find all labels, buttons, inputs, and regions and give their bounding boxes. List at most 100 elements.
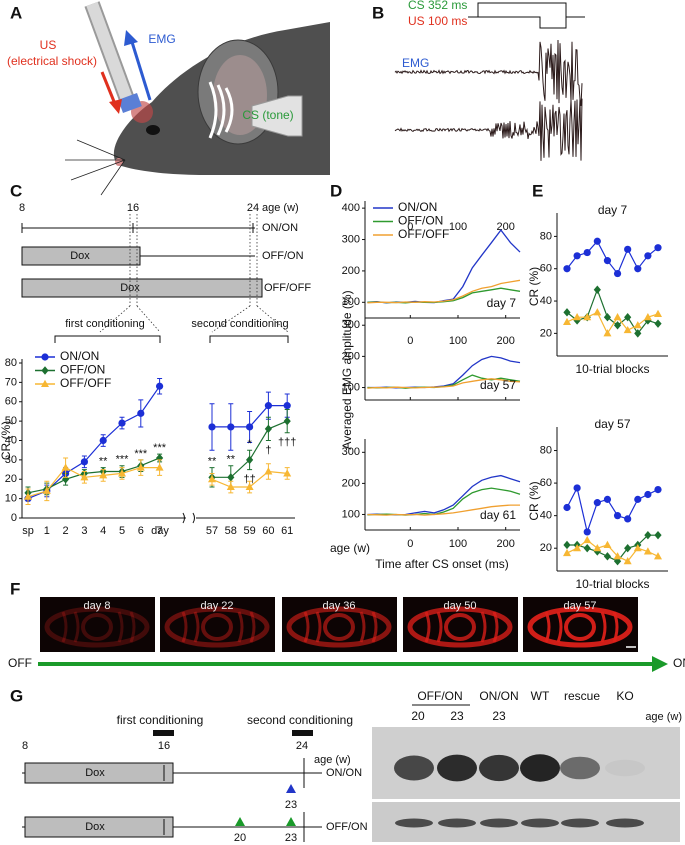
y-tick-label: 200 bbox=[342, 265, 360, 277]
y-label: CR (%) bbox=[0, 421, 13, 460]
dox-label: Dox bbox=[85, 821, 105, 833]
data-point bbox=[573, 484, 581, 492]
folia-stain bbox=[424, 611, 431, 643]
data-point bbox=[593, 544, 602, 552]
brain-section bbox=[40, 597, 155, 652]
folia-stain bbox=[237, 611, 244, 643]
dotted-guide bbox=[136, 305, 161, 333]
sample-age: 20 bbox=[234, 832, 246, 844]
sample-marker bbox=[286, 784, 296, 793]
x-tick-label: 4 bbox=[100, 525, 106, 537]
bracket bbox=[209, 335, 289, 343]
folia-stain bbox=[129, 611, 136, 643]
emg-label: EMG bbox=[148, 32, 175, 46]
panel-title: day 61 bbox=[480, 508, 516, 522]
x-tick-label: 3 bbox=[81, 525, 87, 537]
x-tick-label: 200 bbox=[497, 221, 515, 233]
data-point bbox=[634, 265, 642, 273]
data-point bbox=[61, 463, 70, 471]
data-point bbox=[603, 540, 612, 548]
age-label: age (w) bbox=[330, 541, 370, 555]
progress-arrowhead bbox=[652, 656, 668, 672]
data-point bbox=[208, 423, 216, 431]
data-point bbox=[264, 467, 273, 475]
us-arrow bbox=[100, 71, 117, 105]
sample-age: 23 bbox=[285, 832, 297, 844]
data-point bbox=[654, 244, 662, 252]
x-label: day bbox=[151, 525, 169, 537]
on-label: ON bbox=[673, 656, 685, 670]
loading-band bbox=[480, 818, 518, 828]
whisker bbox=[76, 139, 126, 161]
y-tick-label: 200 bbox=[342, 350, 360, 362]
data-point bbox=[613, 313, 622, 321]
significance: *** bbox=[134, 448, 148, 460]
data-point bbox=[644, 530, 652, 540]
y-tick-label: 20 bbox=[540, 327, 552, 339]
data-point bbox=[654, 486, 662, 494]
us-note: (electrical shock) bbox=[7, 54, 97, 68]
panel-label: B bbox=[372, 3, 384, 22]
y-tick-label: 200 bbox=[342, 477, 360, 489]
data-point bbox=[634, 495, 642, 503]
cerebellum-stain bbox=[323, 613, 355, 641]
data-point bbox=[563, 265, 571, 273]
sound-wave bbox=[216, 84, 226, 136]
panel-label: C bbox=[10, 181, 22, 200]
sound-wave bbox=[224, 87, 234, 133]
y-tick-label: 40 bbox=[540, 295, 552, 307]
loading-band bbox=[521, 818, 559, 828]
dox-box bbox=[24, 816, 174, 838]
panel-label: A bbox=[10, 3, 22, 22]
folia-stain bbox=[61, 611, 68, 643]
panel-label: D bbox=[330, 181, 342, 200]
x-tick-label: 59 bbox=[243, 525, 255, 537]
x-tick-label: 57 bbox=[206, 525, 218, 537]
data-point bbox=[573, 313, 582, 321]
section-day: day 36 bbox=[322, 600, 355, 612]
loading-band bbox=[438, 818, 476, 828]
group-label: OFF/ON bbox=[262, 250, 304, 262]
blot-group: WT bbox=[531, 689, 550, 703]
dox-label: Dox bbox=[70, 250, 90, 262]
significance: *** bbox=[153, 442, 167, 454]
data-point bbox=[603, 329, 612, 337]
data-point bbox=[563, 308, 571, 317]
cs-label: CS (tone) bbox=[242, 108, 293, 122]
x-tick-label: 100 bbox=[449, 335, 467, 347]
data-point bbox=[644, 490, 652, 499]
significance: ** bbox=[227, 454, 236, 466]
series-line bbox=[367, 378, 521, 389]
timeline-age: 24 bbox=[296, 740, 308, 752]
data-point bbox=[118, 419, 126, 427]
x-tick-label: 58 bbox=[225, 525, 237, 537]
y-tick-label: 40 bbox=[5, 434, 17, 446]
y-tick-label: 10 bbox=[5, 493, 17, 505]
data-point bbox=[603, 313, 612, 322]
blot-band bbox=[560, 756, 600, 780]
data-point bbox=[613, 321, 622, 330]
y-tick-label: 20 bbox=[540, 542, 552, 554]
timeline-age: 16 bbox=[158, 740, 170, 752]
blot-band bbox=[479, 754, 519, 782]
data-point bbox=[624, 515, 632, 523]
data-point bbox=[208, 475, 216, 483]
y-tick-label: 100 bbox=[342, 296, 360, 308]
data-point bbox=[623, 557, 632, 565]
x-tick-label: 6 bbox=[138, 525, 144, 537]
significance: ††† bbox=[278, 437, 296, 449]
emg-arrow bbox=[130, 41, 152, 101]
x-label: 10-trial blocks bbox=[575, 577, 649, 591]
data-point bbox=[283, 469, 292, 477]
section-day: day 8 bbox=[84, 600, 111, 612]
cerebellum-stain bbox=[164, 606, 270, 648]
timeline-age: 8 bbox=[22, 740, 28, 752]
blot-group: OFF/ON bbox=[417, 689, 462, 703]
significance: ** bbox=[99, 456, 108, 468]
data-point bbox=[623, 325, 632, 334]
data-point bbox=[246, 455, 254, 465]
conditioning-label: first conditioning bbox=[65, 318, 145, 330]
speaker bbox=[251, 95, 303, 137]
folia-stain bbox=[193, 611, 200, 643]
y-tick-label: 300 bbox=[342, 319, 360, 331]
